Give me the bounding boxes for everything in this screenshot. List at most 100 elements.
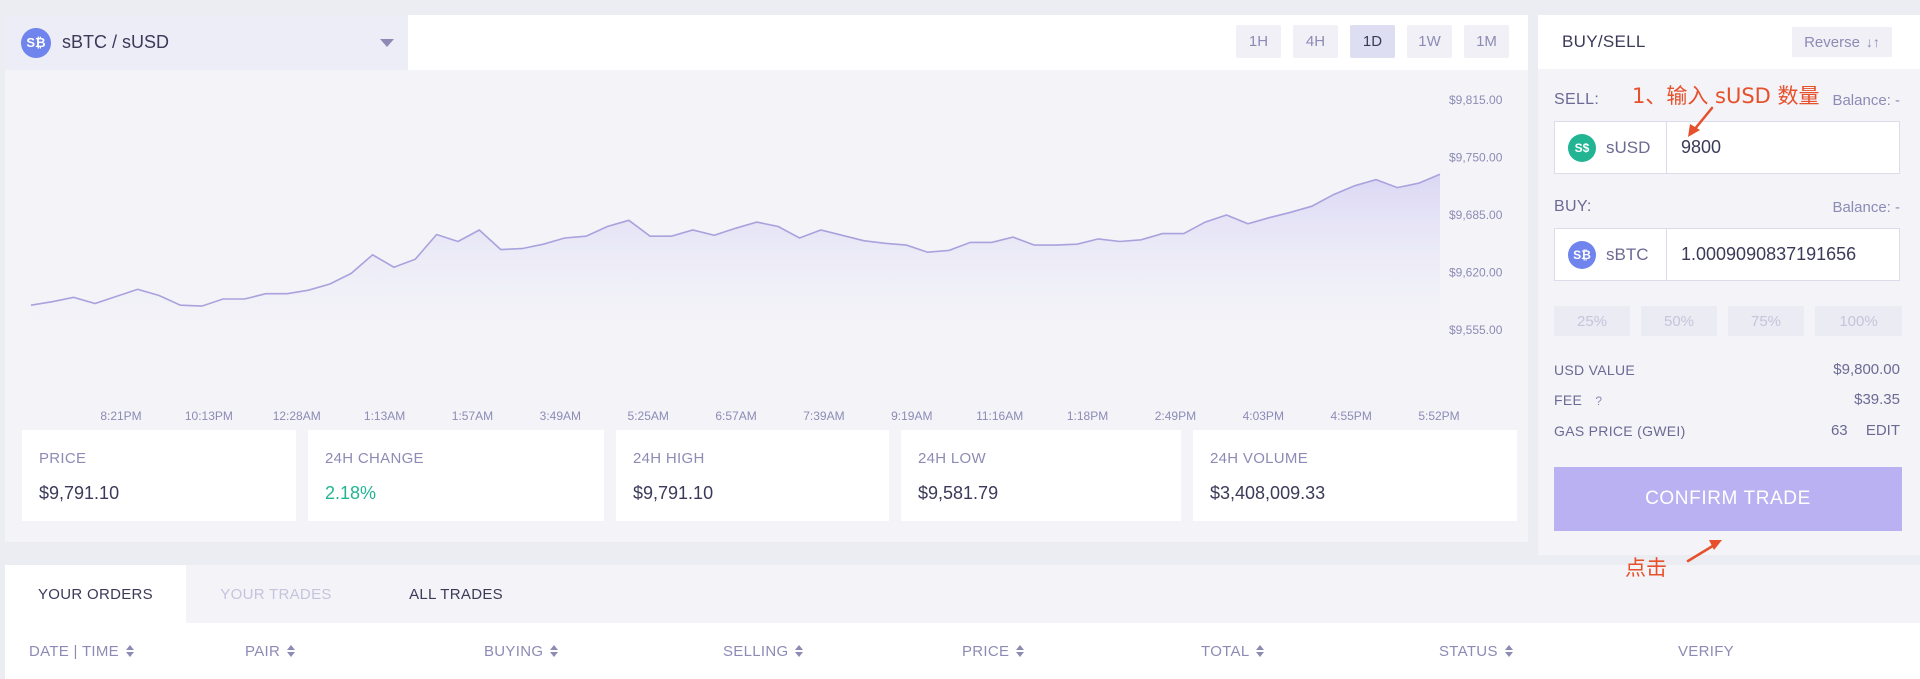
timeframe-4h-button[interactable]: 4H <box>1293 25 1338 58</box>
column-label: STATUS <box>1439 642 1498 660</box>
column-selling[interactable]: SELLING <box>723 623 804 679</box>
x-tick-label: 11:16AM <box>976 409 1023 423</box>
sbtc-coin-icon: S₿ <box>21 27 51 58</box>
gas-price-value: 63 <box>1830 422 1848 439</box>
x-tick-label: 3:49AM <box>540 409 581 423</box>
sell-label: SELL: <box>1554 91 1600 108</box>
column-buying[interactable]: BUYING <box>484 623 559 679</box>
buy-token-select[interactable]: S₿ sBTC <box>1555 229 1667 280</box>
x-tick-label: 6:57AM <box>715 409 756 423</box>
x-tick-label: 12:28AM <box>273 409 321 423</box>
column-label: PRICE <box>962 642 1010 660</box>
confirm-trade-button[interactable]: CONFIRM TRADE <box>1554 467 1902 531</box>
stat-24h-high: 24H HIGH $9,791.10 <box>616 430 889 521</box>
susd-coin-icon: S$ <box>1568 133 1596 162</box>
fee-label-group: FEE ? <box>1554 392 1602 408</box>
sort-icon <box>1256 644 1265 658</box>
trade-panel: BUY/SELL Reverse ↓↑ SELL: Balance: - S$ … <box>1538 15 1920 555</box>
usd-value: $9,800.00 <box>1833 361 1900 378</box>
timeframe-1h-button[interactable]: 1H <box>1236 25 1281 58</box>
buy-amount-input[interactable] <box>1668 229 1899 280</box>
x-tick-label: 9:19AM <box>891 409 932 423</box>
help-icon[interactable]: ? <box>1595 394 1603 408</box>
x-tick-label: 7:39AM <box>803 409 844 423</box>
x-tick-label: 4:03PM <box>1243 409 1284 423</box>
sbtc-coin-icon: S₿ <box>1568 240 1596 269</box>
x-tick-label: 1:18PM <box>1067 409 1108 423</box>
x-tick-label: 1:13AM <box>364 409 405 423</box>
percent-25-button[interactable]: 25% <box>1554 306 1630 336</box>
y-tick-label: $9,555.00 <box>1449 323 1503 337</box>
pair-label: sBTC / sUSD <box>62 32 170 52</box>
price-line <box>30 173 1441 307</box>
stat-24h-low: 24H LOW $9,581.79 <box>901 430 1181 521</box>
chart-panel: S₿ sBTC / sUSD 1H 4H 1D 1W 1M $9,815.00 $… <box>5 15 1528 542</box>
sell-token-box: S$ sUSD <box>1554 121 1900 174</box>
y-tick-label: $9,685.00 <box>1449 208 1503 222</box>
column-total[interactable]: TOTAL <box>1201 623 1265 679</box>
chevron-down-icon[interactable] <box>380 39 394 47</box>
column-verify: VERIFY <box>1678 623 1734 679</box>
sell-balance: Balance: - <box>1832 92 1900 109</box>
column-status[interactable]: STATUS <box>1439 623 1513 679</box>
sell-token-name: sUSD <box>1606 137 1651 157</box>
column-price[interactable]: PRICE <box>962 623 1025 679</box>
column-label: PAIR <box>245 642 281 660</box>
x-tick-label: 5:25AM <box>628 409 669 423</box>
sell-amount-input[interactable] <box>1668 122 1899 173</box>
trade-title: BUY/SELL <box>1562 32 1646 51</box>
sell-token-select[interactable]: S$ sUSD <box>1555 122 1667 173</box>
x-tick-label: 10:13PM <box>185 409 233 423</box>
column-label: TOTAL <box>1201 642 1250 660</box>
stat-label: 24H HIGH <box>633 450 705 467</box>
orders-table-header: DATE | TIME PAIR BUYING SELLING PRICE TO… <box>5 623 1920 679</box>
column-pair[interactable]: PAIR <box>245 623 296 679</box>
gas-price-label: GAS PRICE (GWEI) <box>1554 423 1686 439</box>
column-date-time[interactable]: DATE | TIME <box>29 623 134 679</box>
y-tick-label: $9,620.00 <box>1449 266 1503 280</box>
percent-100-button[interactable]: 100% <box>1815 306 1902 336</box>
x-tick-label: 2:49PM <box>1155 409 1196 423</box>
timeframe-1w-button[interactable]: 1W <box>1407 25 1452 58</box>
buy-token-box: S₿ sBTC <box>1554 228 1900 281</box>
y-tick-label: $9,815.00 <box>1449 93 1503 107</box>
reverse-button[interactable]: Reverse ↓↑ <box>1792 27 1892 57</box>
buy-balance: Balance: - <box>1832 199 1900 216</box>
stat-label: 24H CHANGE <box>325 450 424 467</box>
gas-price-group: 63 EDIT <box>1831 422 1900 439</box>
fee-value: $39.35 <box>1854 391 1900 408</box>
column-label: DATE | TIME <box>29 642 119 660</box>
tab-your-trades[interactable]: YOUR TRADES <box>220 585 332 603</box>
x-tick-label: 5:52PM <box>1418 409 1459 423</box>
column-label: VERIFY <box>1678 642 1734 660</box>
price-area-fill <box>31 174 1440 330</box>
reverse-label: Reverse <box>1804 33 1860 51</box>
price-chart: $9,815.00 $9,750.00 $9,685.00 $9,620.00 $9,5… <box>30 93 1503 423</box>
stat-value: $9,791.10 <box>39 483 120 503</box>
x-tick-label: 4:55PM <box>1330 409 1371 423</box>
buy-label: BUY: <box>1554 198 1592 215</box>
stat-label: 24H LOW <box>918 450 986 467</box>
timeframe-bar: 1H 4H 1D 1W 1M <box>408 15 1528 70</box>
stat-price: PRICE $9,791.10 <box>22 430 296 521</box>
timeframe-1d-button[interactable]: 1D <box>1350 25 1395 58</box>
percent-50-button[interactable]: 50% <box>1641 306 1717 336</box>
sort-icon <box>1016 644 1025 658</box>
annotation-step1: 1、输入 sUSD 数量 <box>1632 84 1820 108</box>
y-tick-label: $9,750.00 <box>1449 151 1503 165</box>
orders-panel: YOUR ORDERS YOUR TRADES ALL TRADES DATE … <box>5 565 1920 679</box>
stat-label: 24H VOLUME <box>1210 450 1309 467</box>
pair-selector[interactable]: S₿ sBTC / sUSD <box>5 15 408 70</box>
tab-all-trades[interactable]: ALL TRADES <box>409 585 503 603</box>
stat-value: $3,408,009.33 <box>1210 483 1326 503</box>
buy-token-name: sBTC <box>1606 244 1649 264</box>
sort-icon <box>125 644 134 658</box>
gas-edit-button[interactable]: EDIT <box>1865 422 1900 439</box>
timeframe-1m-button[interactable]: 1M <box>1464 25 1509 58</box>
orders-tabs: YOUR ORDERS YOUR TRADES ALL TRADES <box>5 565 1920 623</box>
percent-75-button[interactable]: 75% <box>1728 306 1804 336</box>
tab-your-orders[interactable]: YOUR ORDERS <box>5 565 186 623</box>
fee-label: FEE <box>1554 392 1583 408</box>
x-tick-label: 8:21PM <box>100 409 141 423</box>
trade-header: BUY/SELL Reverse ↓↑ <box>1538 15 1920 69</box>
